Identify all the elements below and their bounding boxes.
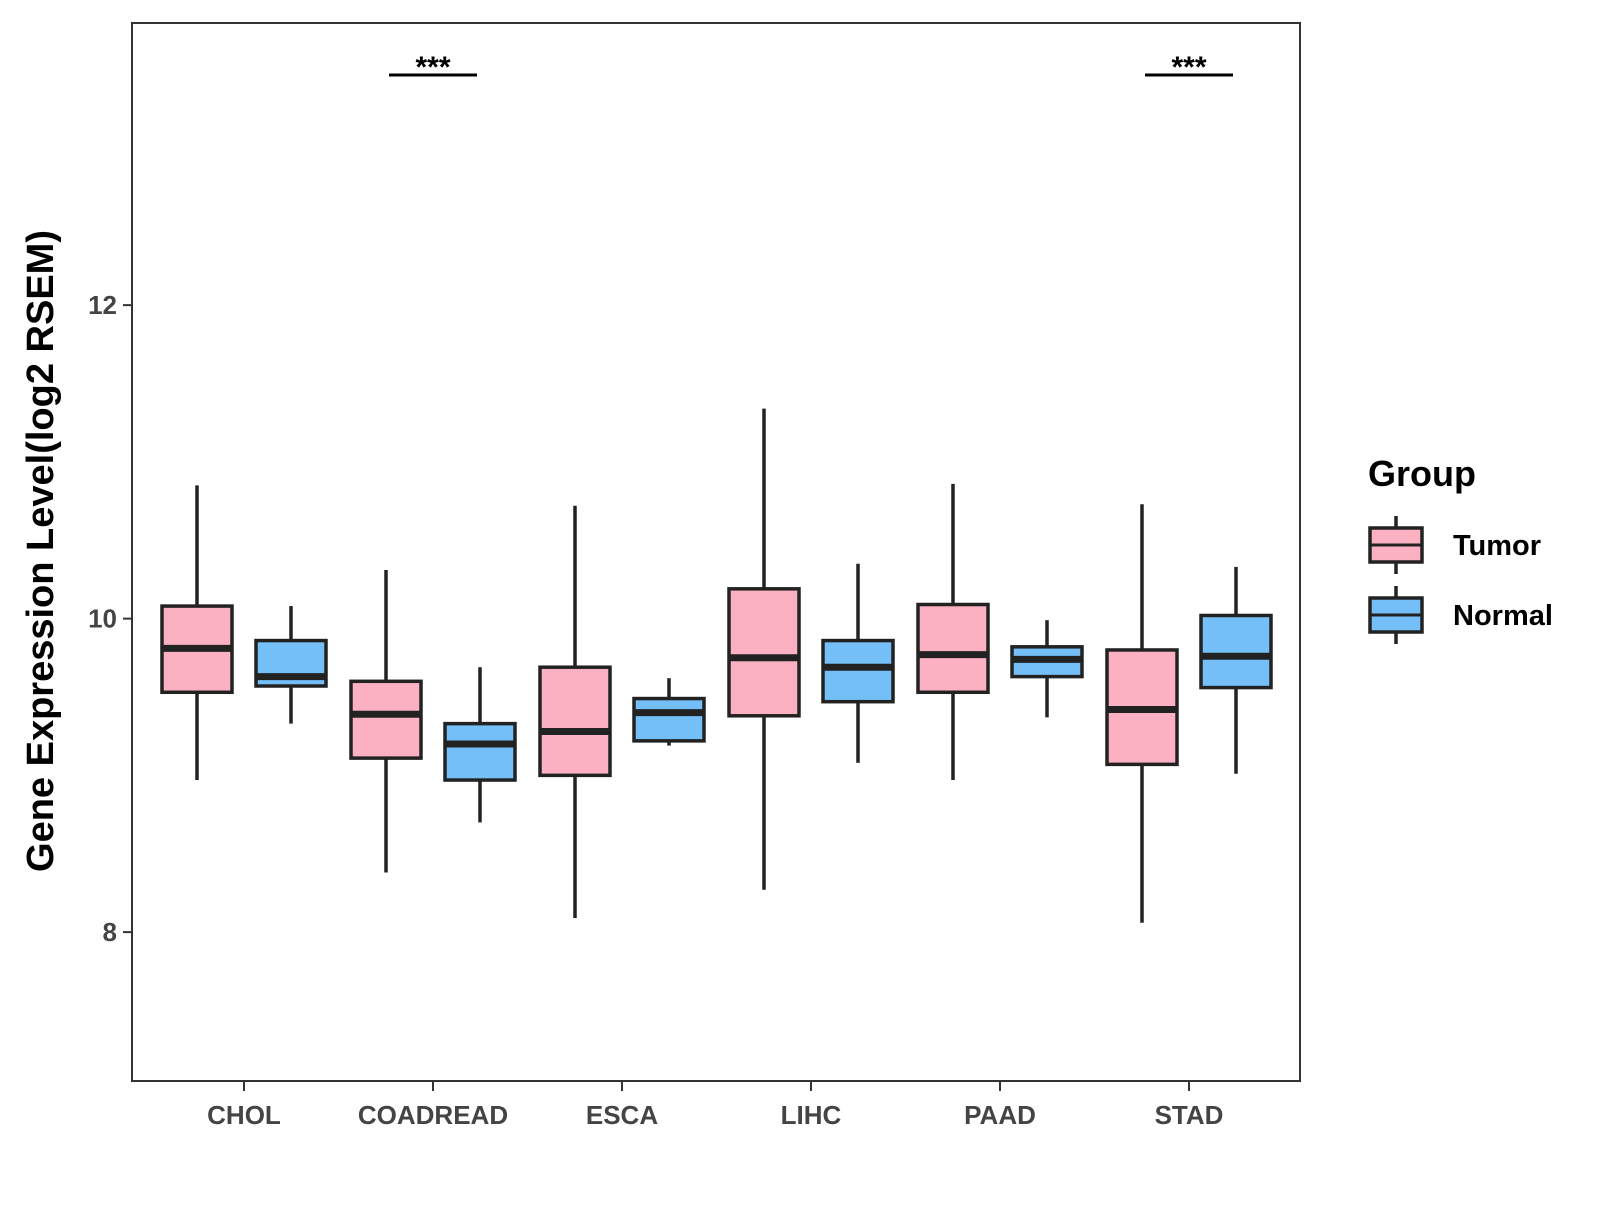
legend-title: Group — [1368, 453, 1476, 494]
significance-label-coadread: *** — [415, 51, 450, 84]
legend-label-normal: Normal — [1453, 600, 1553, 632]
box-normal-lihc — [821, 638, 895, 704]
box-tumor-paad — [916, 602, 990, 695]
box-normal-coadread — [443, 721, 517, 782]
box-tumor-coadread — [349, 679, 423, 760]
x-tick-label-esca: ESCA — [586, 1100, 658, 1130]
boxes-layer — [160, 587, 1273, 782]
annotations-layer: *** *** — [389, 51, 1233, 84]
box-normal-stad — [1199, 613, 1273, 690]
plot-panel — [131, 22, 1301, 1082]
x-tick-label-stad: STAD — [1155, 1100, 1224, 1130]
legend-label-tumor: Tumor — [1453, 530, 1541, 562]
x-tick-label-lihc: LIHC — [781, 1100, 842, 1130]
y-tick-label-10: 10 — [88, 604, 117, 634]
whiskers-layer — [195, 408, 1238, 923]
box-tumor-lihc — [727, 587, 801, 718]
y-tick-label-12: 12 — [88, 290, 117, 320]
y-axis-title: Gene Expression Level(log2 RSEM) — [20, 230, 62, 872]
significance-label-stad: *** — [1171, 51, 1206, 84]
y-axis: 8 10 12 — [88, 290, 132, 947]
x-tick-label-chol: CHOL — [207, 1100, 281, 1130]
x-tick-label-paad: PAAD — [964, 1100, 1036, 1130]
legend: Group Tumor Normal — [1368, 453, 1553, 644]
y-tick-label-8: 8 — [103, 917, 117, 947]
x-tick-label-coadread: COADREAD — [358, 1100, 508, 1130]
box-tumor-esca — [538, 665, 612, 778]
x-axis: CHOL COADREAD ESCA LIHC PAAD STAD — [207, 1081, 1223, 1130]
box-normal-esca — [632, 696, 706, 743]
